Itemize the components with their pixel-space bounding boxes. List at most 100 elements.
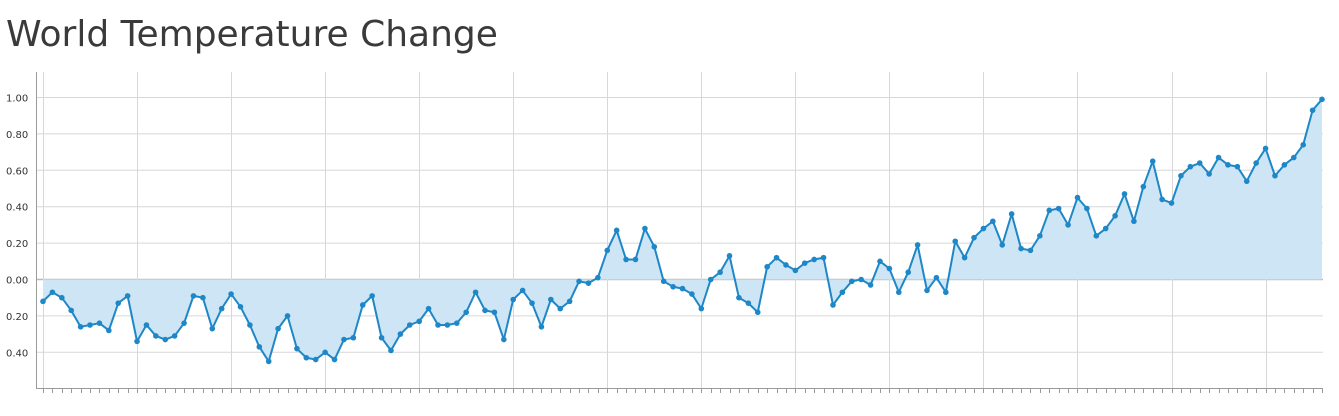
data-point (519, 287, 526, 294)
data-point (980, 225, 987, 232)
data-point (294, 345, 300, 352)
data-point (388, 347, 394, 354)
data-point (190, 293, 197, 299)
data-point (143, 322, 150, 328)
data-point (1290, 154, 1297, 161)
data-point (896, 289, 902, 296)
data-point (209, 325, 216, 332)
data-point (1093, 233, 1100, 239)
data-point (914, 242, 921, 248)
data-point (1178, 172, 1184, 179)
data-point (341, 336, 347, 343)
data-point (303, 354, 310, 361)
data-point (886, 265, 893, 272)
data-point (1055, 205, 1062, 212)
data-point (416, 318, 422, 325)
data-point (726, 253, 733, 259)
data-point (350, 334, 357, 341)
data-point (510, 296, 517, 303)
data-point (595, 274, 601, 281)
data-point (1262, 145, 1269, 152)
data-point (162, 336, 169, 343)
y-tick-label: 0.60 (6, 166, 28, 177)
chart-title: World Temperature Change (6, 14, 498, 55)
data-point (1149, 158, 1156, 164)
data-point (435, 322, 441, 328)
data-point (1159, 196, 1165, 203)
data-point (1037, 233, 1043, 239)
y-tick-label: 0.20 (6, 239, 28, 250)
data-point (1008, 211, 1015, 217)
data-point (1027, 247, 1034, 254)
data-point (397, 331, 404, 337)
data-point (529, 300, 535, 306)
data-point (820, 254, 827, 261)
data-point (1187, 163, 1194, 170)
data-point (811, 256, 817, 263)
data-point (1215, 154, 1222, 161)
data-point (642, 225, 648, 232)
y-tick-label: 1.00 (6, 94, 28, 105)
data-point (181, 320, 187, 326)
y-tick-label: 0.00 (6, 276, 28, 287)
data-point (754, 309, 761, 316)
data-point (990, 218, 996, 225)
data-point (40, 298, 46, 305)
data-point (1272, 172, 1278, 179)
data-point (1234, 163, 1241, 170)
data-point (801, 260, 808, 266)
data-point (501, 336, 507, 343)
data-point (124, 293, 131, 299)
data-point (96, 320, 103, 326)
y-tick-label: 0.40 (6, 348, 28, 359)
data-point (275, 325, 281, 332)
data-point (406, 322, 413, 328)
data-point (952, 238, 959, 245)
data-point (153, 333, 159, 339)
data-point (1065, 222, 1071, 228)
data-point (1281, 162, 1288, 168)
data-point (1046, 207, 1053, 214)
data-point (1131, 218, 1137, 225)
data-point (115, 300, 122, 306)
data-point (830, 302, 836, 308)
data-point (228, 291, 234, 297)
data-point (745, 300, 752, 306)
data-point (538, 324, 545, 330)
data-point (312, 356, 319, 363)
y-tick-label: 0.40 (6, 203, 28, 214)
data-point (1309, 107, 1316, 114)
data-point (171, 333, 178, 339)
data-point (1074, 194, 1081, 201)
data-point (1121, 191, 1128, 197)
data-point (265, 358, 272, 365)
data-point (999, 242, 1006, 248)
data-point (256, 344, 263, 350)
data-point (679, 285, 686, 292)
data-point (839, 289, 846, 296)
data-point (660, 278, 667, 285)
data-point (717, 269, 723, 276)
data-point (463, 309, 470, 316)
area-fill (43, 99, 1322, 362)
data-point (87, 322, 93, 328)
data-point (482, 307, 488, 314)
data-point (1112, 213, 1118, 219)
data-point (1319, 96, 1325, 103)
data-point (623, 256, 629, 263)
data-point (585, 280, 592, 286)
data-point (943, 289, 949, 296)
data-point (773, 254, 780, 261)
data-point (867, 282, 874, 288)
data-point (444, 322, 451, 328)
data-point (134, 338, 140, 345)
data-point (359, 302, 366, 308)
data-point (1102, 225, 1109, 232)
data-point (378, 334, 385, 341)
data-point (651, 243, 658, 250)
data-point (924, 287, 930, 294)
data-point (576, 278, 582, 285)
data-point (792, 267, 799, 274)
data-point (1206, 171, 1212, 177)
